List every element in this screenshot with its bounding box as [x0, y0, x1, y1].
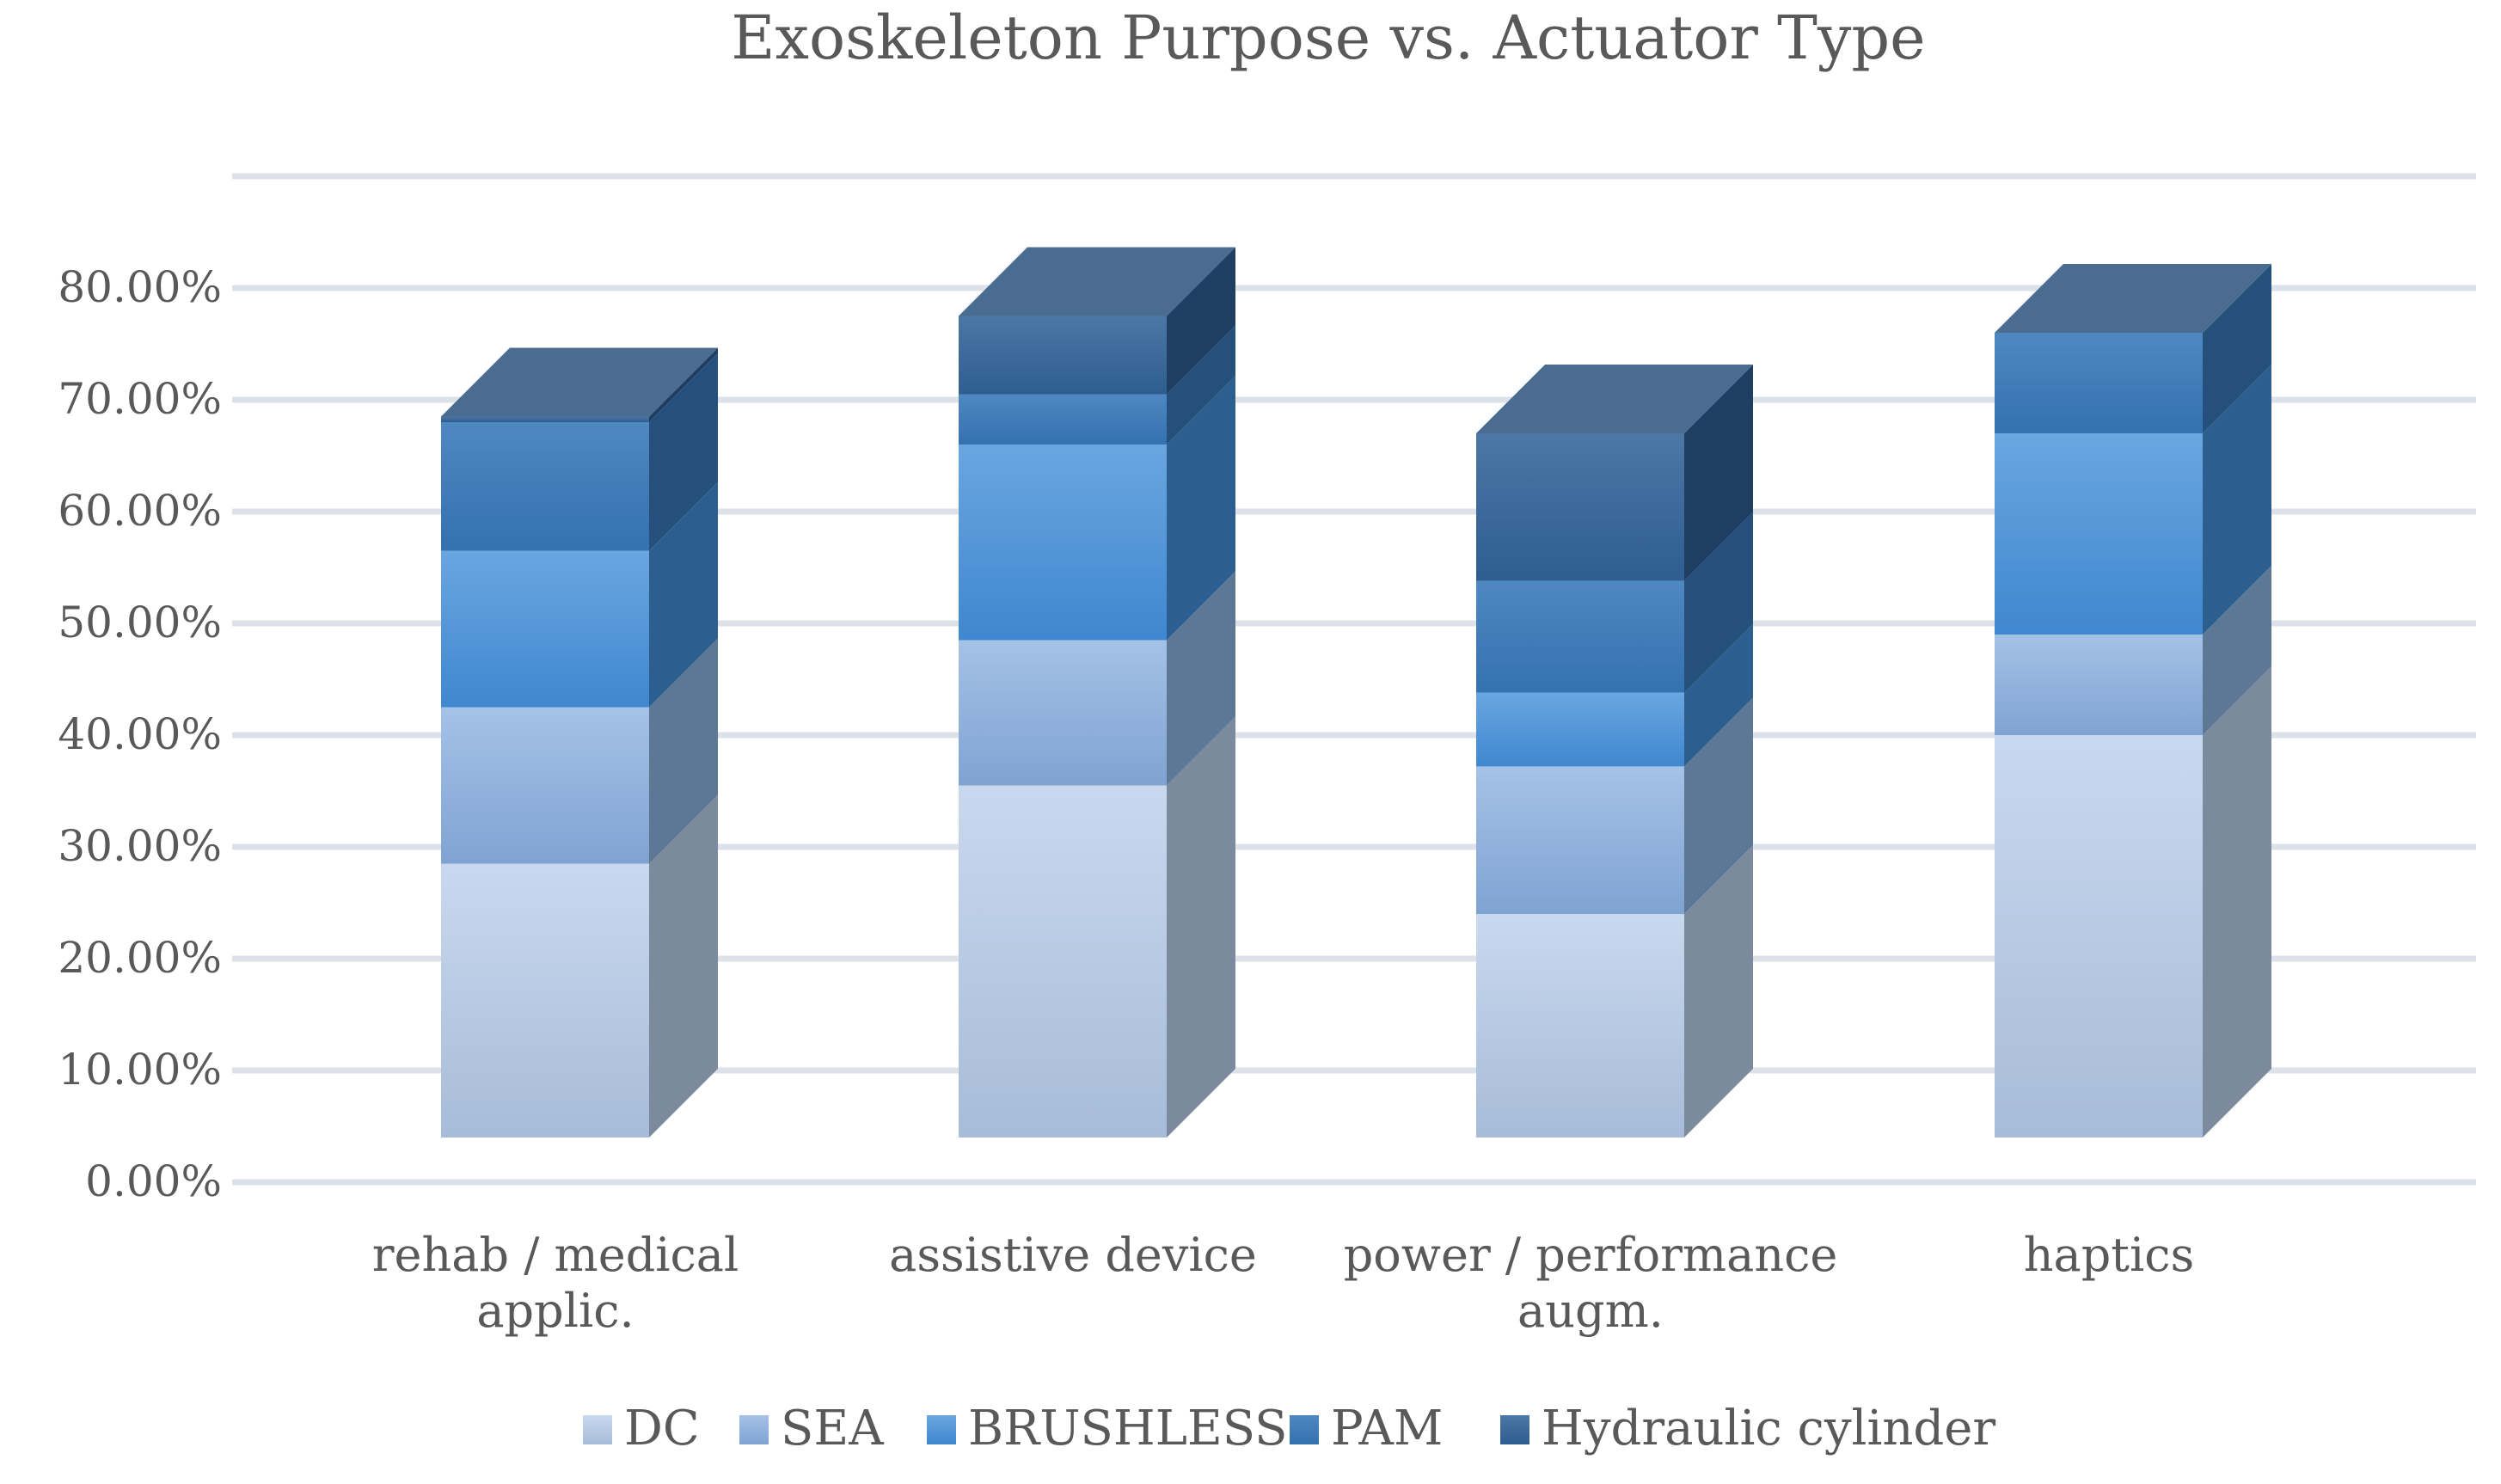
bar-top [441, 347, 718, 417]
bar-side [1167, 325, 1235, 445]
bar-segment-pam [441, 422, 649, 551]
bar-side [2203, 566, 2271, 735]
legend-label: SEA [781, 1401, 884, 1456]
legend-label: Hydraulic cylinder [1542, 1401, 1995, 1456]
y-tick-label: 40.00% [58, 709, 222, 759]
bar-side [1167, 376, 1235, 641]
bar-side [1684, 845, 1753, 1138]
bar-side [649, 347, 718, 422]
bar-stack [1995, 264, 2271, 1138]
y-axis-ticks: 0.00% 10.00% 20.00% 30.00% 40.00% 50.00% 60.00… [58, 262, 222, 1206]
bar-segment-dc [1476, 914, 1684, 1138]
y-tick-label: 0.00% [85, 1156, 222, 1206]
legend-label: PAM [1331, 1401, 1443, 1456]
bar-top [959, 247, 1235, 316]
bar-segment-brushless [1476, 692, 1684, 767]
bar-segment-hydraulic-cylinder [441, 416, 649, 422]
bars [441, 247, 2271, 1138]
bar-segment-dc [441, 863, 649, 1138]
y-tick-label: 30.00% [58, 821, 222, 871]
legend-swatch [1290, 1415, 1319, 1444]
bar-segment-hydraulic-cylinder [959, 316, 1167, 395]
bar-top [1476, 365, 1753, 433]
legend: DC SEA BRUSHLESS PAM Hydraulic cylinder [583, 1401, 1995, 1456]
y-tick-label: 50.00% [58, 598, 222, 647]
bar-segment-sea [959, 640, 1167, 786]
bar-segment-pam [959, 394, 1167, 445]
bar-segment-sea [1995, 635, 2203, 735]
bar-segment-brushless [441, 550, 649, 708]
bar-side [1167, 247, 1235, 395]
category-label: rehab / medical [372, 1228, 739, 1282]
gridlines [232, 173, 2476, 1186]
bar-side [1684, 512, 1753, 693]
bar-segment-dc [1995, 735, 2203, 1138]
legend-swatch [927, 1415, 956, 1444]
y-tick-label: 10.00% [58, 1045, 222, 1095]
bar-side [2203, 365, 2271, 635]
legend-swatch [583, 1415, 612, 1444]
category-label: applic. [476, 1284, 634, 1338]
y-tick-label: 20.00% [58, 933, 222, 983]
bar-side [2203, 666, 2271, 1138]
bar-segment-brushless [959, 445, 1167, 641]
category-label: power / performance [1344, 1228, 1838, 1282]
bar-stack [959, 247, 1235, 1138]
legend-swatch [1500, 1415, 1529, 1444]
bar-side [1684, 623, 1753, 767]
bar-segment-pam [1476, 580, 1684, 693]
category-label: assistive device [889, 1228, 1257, 1282]
legend-swatch [739, 1415, 769, 1444]
bar-segment-dc [959, 785, 1167, 1138]
bar-segment-brushless [1995, 433, 2203, 635]
legend-label: DC [624, 1401, 700, 1456]
bar-side [649, 353, 718, 551]
bar-side [1167, 571, 1235, 786]
bar-side [649, 794, 718, 1138]
chart-title: Exoskeleton Purpose vs. Actuator Type [731, 3, 1925, 73]
bar-side [1684, 697, 1753, 914]
y-tick-label: 70.00% [58, 374, 222, 424]
y-tick-label: 80.00% [58, 262, 222, 312]
bar-segment-sea [1476, 766, 1684, 914]
bar-side [649, 638, 718, 864]
legend-label: BRUSHLESS [968, 1401, 1288, 1456]
bar-segment-hydraulic-cylinder [1476, 433, 1684, 581]
bar-side [649, 481, 718, 708]
category-label: haptics [2024, 1228, 2194, 1282]
bar-segment-pam [1995, 333, 2203, 433]
bar-stack [1476, 365, 1753, 1138]
y-tick-label: 60.00% [58, 486, 222, 536]
category-label: augm. [1517, 1284, 1664, 1338]
bar-stack [441, 347, 718, 1138]
bar-top [1995, 264, 2271, 333]
bar-side [2203, 264, 2271, 433]
bar-side [1684, 365, 1753, 581]
bar-segment-sea [441, 707, 649, 864]
bar-side [1167, 716, 1235, 1138]
